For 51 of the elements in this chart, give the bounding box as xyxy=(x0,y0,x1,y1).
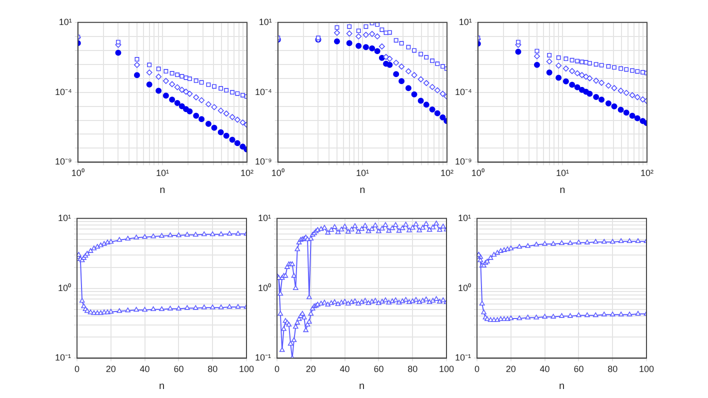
y-tick-label: 10¹ xyxy=(458,16,472,27)
x-tick-label: 10⁰ xyxy=(471,168,484,178)
y-tick-label: 10⁻¹ xyxy=(54,352,72,363)
x-tick-label: 100 xyxy=(438,364,454,374)
x-tick-label: 10¹ xyxy=(556,168,569,178)
x-tick-label: 10² xyxy=(240,168,254,178)
y-tick-label: 10⁻⁴ xyxy=(254,86,272,97)
y-tick-label: 10⁻⁴ xyxy=(454,86,472,97)
x-tick-label: 0 xyxy=(74,364,80,374)
y-tick-label: 10¹ xyxy=(58,16,72,27)
y-tick-label: 10⁻¹ xyxy=(254,352,272,363)
y-tick-label: 10⁰ xyxy=(58,282,72,293)
x-tick-label: 40 xyxy=(340,364,350,374)
x-tick-label: 40 xyxy=(540,364,550,374)
x-axis-title: n xyxy=(558,380,565,392)
x-axis-title: n xyxy=(158,380,165,392)
y-tick-label: 10⁰ xyxy=(258,282,272,293)
y-tick-label: 10⁰ xyxy=(458,282,472,293)
x-tick-label: 0 xyxy=(274,364,280,374)
x-tick-label: 100 xyxy=(238,364,254,374)
x-tick-label: 80 xyxy=(208,364,218,374)
x-tick-label: 40 xyxy=(140,364,150,374)
x-axis-title: n xyxy=(360,184,366,196)
x-tick-label: 60 xyxy=(174,364,184,374)
x-axis-title: n xyxy=(358,380,365,392)
x-tick-label: 10¹ xyxy=(356,168,369,178)
x-tick-label: 60 xyxy=(374,364,384,374)
x-tick-label: 10⁰ xyxy=(271,168,284,178)
x-tick-label: 20 xyxy=(306,364,316,374)
y-tick-label: 10¹ xyxy=(458,212,472,223)
x-tick-label: 20 xyxy=(506,364,516,374)
x-tick-label: 20 xyxy=(106,364,116,374)
y-tick-label: 10¹ xyxy=(58,212,72,223)
x-tick-label: 10¹ xyxy=(156,168,169,178)
x-tick-label: 80 xyxy=(408,364,418,374)
x-axis-title: n xyxy=(560,184,566,196)
y-tick-label: 10⁻⁹ xyxy=(55,156,72,167)
y-tick-label: 10⁻⁴ xyxy=(54,86,72,97)
x-tick-label: 100 xyxy=(638,364,654,374)
x-tick-label: 10² xyxy=(440,168,454,178)
y-tick-label: 10¹ xyxy=(258,212,272,223)
x-tick-label: 60 xyxy=(574,364,584,374)
x-tick-label: 10² xyxy=(640,168,654,178)
y-tick-label: 10⁻¹ xyxy=(454,352,472,363)
x-tick-label: 80 xyxy=(608,364,618,374)
y-tick-label: 10⁻⁹ xyxy=(255,156,272,167)
y-tick-label: 10⁻⁹ xyxy=(455,156,472,167)
x-tick-label: 10⁰ xyxy=(71,168,84,178)
x-axis-title: n xyxy=(160,184,166,196)
x-tick-label: 0 xyxy=(474,364,480,374)
y-tick-label: 10¹ xyxy=(258,16,272,27)
